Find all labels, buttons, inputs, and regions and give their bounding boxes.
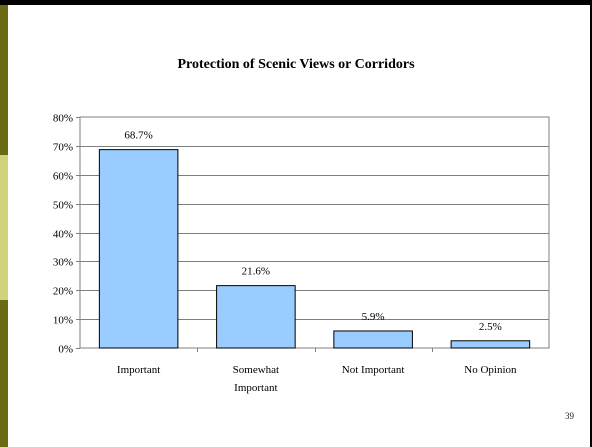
y-tick-label: 10% (53, 315, 73, 327)
bar (98, 149, 179, 349)
page-number: 39 (565, 411, 574, 421)
y-tick-label: 50% (53, 200, 73, 212)
bar (450, 340, 531, 349)
data-label: 21.6% (242, 266, 270, 278)
labels: 0% 10% 20% 30% 40% 50% 60% 70% 80% 68.7% Important… (53, 113, 517, 395)
side-accent-bar-middle (0, 155, 8, 300)
x-category-label: Important (234, 382, 277, 394)
y-tick-label: 70% (53, 142, 73, 154)
axes (76, 117, 433, 352)
side-accent-bar-bottom (0, 300, 8, 447)
bar (333, 330, 413, 349)
data-label: 68.7% (124, 130, 152, 142)
x-category-label: No Opinion (464, 364, 517, 376)
y-tick-label: 60% (53, 171, 73, 183)
y-tick-label: 80% (53, 113, 73, 125)
y-tick-label: 20% (53, 286, 73, 298)
chart-title: Protection of Scenic Views or Corridors (177, 57, 415, 72)
bar (216, 285, 296, 349)
x-category-label: Not Important (342, 364, 405, 376)
data-label: 2.5% (479, 321, 502, 333)
slide-top-border (0, 0, 592, 5)
y-tick-label: 0% (58, 344, 73, 356)
x-category-label: Somewhat (233, 364, 279, 376)
side-accent-bar-top (0, 5, 8, 155)
x-category-label: Important (117, 364, 160, 376)
plot-area-border (79, 116, 550, 349)
y-tick-label: 40% (53, 229, 73, 241)
data-label: 5.9% (362, 311, 385, 323)
y-tick-label: 30% (53, 257, 73, 269)
slide-right-border (590, 0, 592, 447)
bars (98, 149, 531, 349)
